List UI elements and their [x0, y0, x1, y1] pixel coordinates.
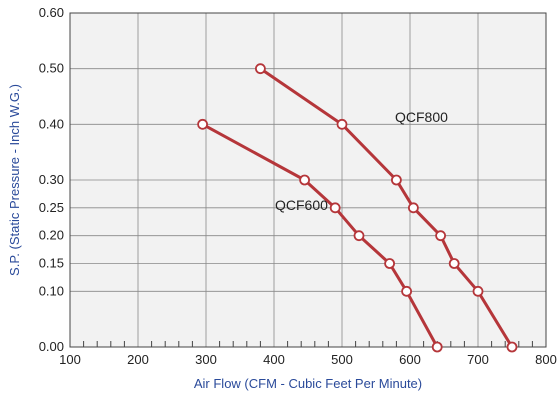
x-tick-label: 400 [263, 352, 285, 367]
data-point-qcf800 [390, 174, 402, 186]
series-label-qcf800: QCF800 [395, 109, 448, 125]
y-axis-title: S.P. (Static Pressure - Inch W.G.) [7, 84, 22, 276]
x-tick-label: 700 [467, 352, 489, 367]
y-tick-label: 0.30 [39, 172, 64, 187]
minor-ticks [83, 341, 533, 347]
data-point-qcf800 [407, 202, 419, 214]
y-tick-label: 0.40 [39, 116, 64, 131]
y-tick-label: 0.00 [39, 339, 64, 354]
x-tick-label: 600 [399, 352, 421, 367]
data-point-qcf600 [197, 118, 209, 130]
x-tick-label: 300 [195, 352, 217, 367]
data-point-qcf800 [435, 230, 447, 242]
data-point-qcf800 [506, 341, 518, 353]
tick-labels: 0.00 0.10 0.15 0.20 0.25 0.30 0.40 0.50 0.60 100 2… [39, 5, 557, 367]
y-tick-label: 0.10 [39, 283, 64, 298]
x-axis-title: Air Flow (CFM - Cubic Feet Per Minute) [194, 376, 422, 391]
data-point-qcf800 [254, 63, 266, 75]
series-layer [197, 63, 518, 353]
data-point-qcf600 [384, 258, 396, 269]
data-point-qcf600 [329, 202, 341, 214]
plot-border [69, 12, 547, 348]
y-tick-label: 0.20 [39, 228, 64, 243]
data-point-qcf800 [336, 118, 348, 130]
data-point-qcf600 [299, 174, 311, 186]
x-tick-label: 100 [59, 352, 81, 367]
x-tick-label: 800 [535, 352, 557, 367]
data-point-qcf800 [472, 285, 484, 297]
x-tick-label: 500 [331, 352, 353, 367]
data-point-qcf600 [431, 341, 443, 353]
data-point-qcf800 [448, 258, 460, 269]
series-line-qcf800 [259, 67, 514, 348]
x-tick-label: 200 [127, 352, 149, 367]
y-tick-label: 0.60 [39, 5, 64, 20]
data-point-qcf600 [353, 230, 365, 242]
y-tick-label: 0.15 [39, 256, 64, 271]
series-label-qcf600: QCF600 [275, 197, 328, 213]
data-point-qcf600 [401, 285, 413, 297]
y-tick-label: 0.25 [39, 200, 64, 215]
y-tick-label: 0.50 [39, 61, 64, 76]
